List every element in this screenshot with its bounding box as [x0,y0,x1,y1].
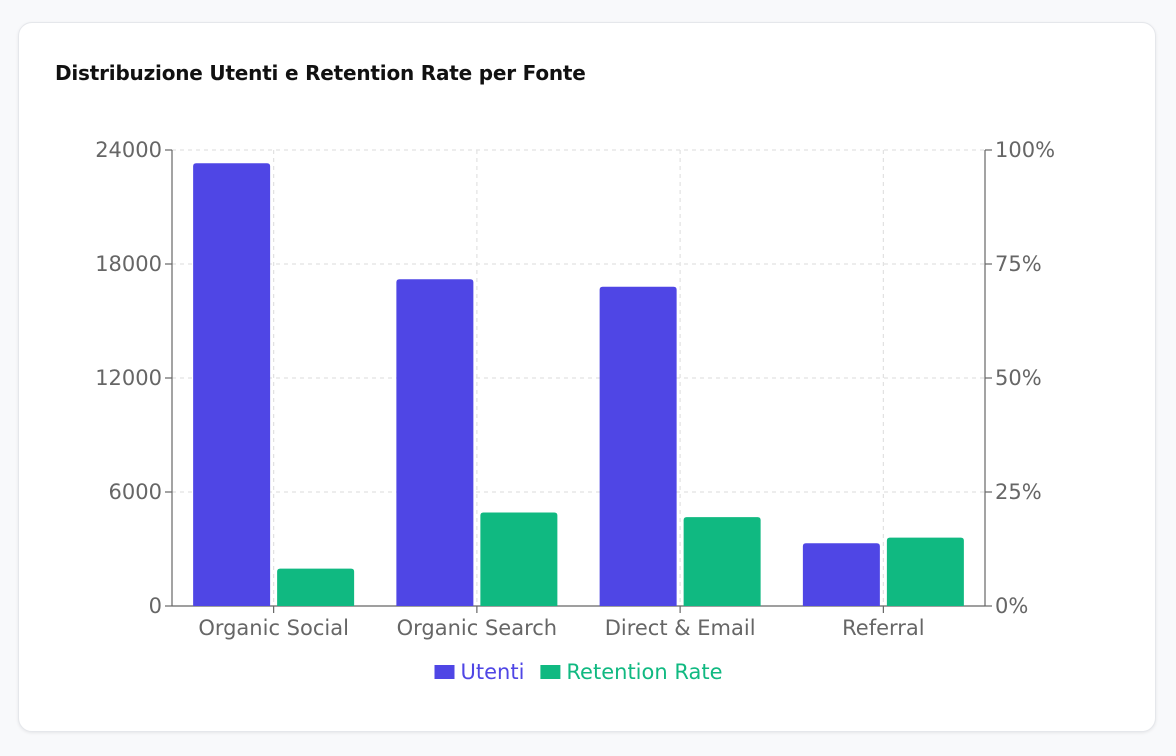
y-right-tick-label: 25% [995,480,1042,504]
legend-swatch [434,665,455,679]
bar-retention-rate [277,568,355,606]
bar-utenti [193,163,271,607]
bar-retention-rate [480,512,558,606]
y-left-tick-label: 6000 [109,480,162,504]
bar-retention-rate [683,517,761,606]
legend-label: Retention Rate [566,660,722,684]
labels-layer: 0 6000 12000 18000 24000 0% 25% 50% 75% 100% Organ… [95,138,1055,640]
y-left-tick-label: 18000 [95,252,162,276]
x-tick-label: Organic Search [397,616,558,640]
bars-layer [193,163,964,607]
bar-utenti [802,543,880,606]
legend-label: Utenti [461,660,525,684]
bar-retention-rate [886,537,964,606]
bar-utenti [396,279,474,606]
grid-layer [172,149,985,606]
y-right-tick-label: 75% [995,252,1042,276]
x-tick-label: Direct & Email [605,616,756,640]
legend-swatch [540,665,561,679]
y-left-tick-label: 0 [149,594,162,618]
y-right-tick-label: 0% [995,594,1028,618]
y-left-tick-label: 24000 [95,138,162,162]
chart-title: Distribuzione Utenti e Retention Rate pe… [55,61,586,85]
x-tick-label: Referral [842,616,924,640]
y-left-tick-label: 12000 [95,366,162,390]
bar-utenti [599,286,677,606]
y-right-tick-label: 50% [995,366,1042,390]
legend-layer: Utenti Retention Rate [434,660,723,684]
x-tick-label: Organic Social [198,616,349,640]
y-right-tick-label: 100% [995,138,1055,162]
